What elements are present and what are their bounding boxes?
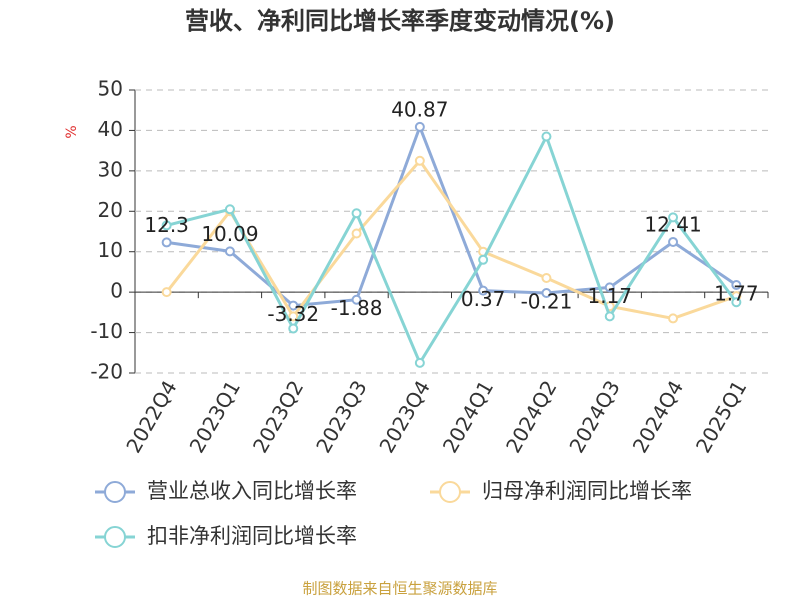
data-label: 10.09 <box>201 222 258 246</box>
y-tick-label: 40 <box>98 117 123 141</box>
chart-title: 营收、净利同比增长率季度变动情况(%) <box>185 7 615 35</box>
point <box>668 236 679 247</box>
x-tick-label: 2024Q1 <box>438 376 498 457</box>
data-label: -0.21 <box>521 289 573 313</box>
point <box>414 357 425 368</box>
point <box>541 131 552 142</box>
y-tick-label: -20 <box>90 360 123 384</box>
point <box>351 228 362 239</box>
legend-marker <box>439 481 461 503</box>
legend-label: 归母净利润同比增长率 <box>482 479 692 503</box>
series-line <box>166 132 738 367</box>
legend-marker <box>104 526 126 548</box>
y-tick-label: 20 <box>98 198 123 222</box>
point <box>351 208 362 219</box>
point <box>288 311 299 322</box>
point <box>288 300 299 311</box>
legend-marker <box>104 481 126 503</box>
point <box>224 204 235 215</box>
point <box>288 323 299 334</box>
point <box>414 121 425 132</box>
x-tick-label: 2023Q2 <box>248 376 308 457</box>
x-tick-label: 2025Q1 <box>691 376 751 457</box>
x-tick-label: 2024Q4 <box>628 376 688 457</box>
point <box>161 287 172 298</box>
data-label: 12.3 <box>144 213 189 237</box>
point <box>731 297 742 308</box>
point <box>224 246 235 257</box>
data-label: -3.32 <box>267 302 319 326</box>
point <box>731 279 742 290</box>
data-label: 0.37 <box>461 287 506 311</box>
y-tick-label: 50 <box>98 77 123 101</box>
point <box>414 155 425 166</box>
data-label: 40.87 <box>391 97 448 121</box>
data-label: -1.88 <box>331 296 383 320</box>
y-tick-label: 0 <box>110 279 123 303</box>
point <box>161 220 172 231</box>
x-tick-label: 2023Q3 <box>311 376 371 457</box>
x-tick-label: 2023Q1 <box>185 376 245 457</box>
point <box>541 272 552 283</box>
point <box>161 237 172 248</box>
point <box>604 311 615 322</box>
x-tick-label: 2024Q3 <box>564 376 624 457</box>
x-tick-label: 2022Q4 <box>121 376 181 457</box>
point <box>478 254 489 265</box>
point <box>668 313 679 324</box>
y-tick-label: 30 <box>98 157 123 181</box>
legend-label: 营业总收入同比增长率 <box>147 479 357 503</box>
y-tick-label: 10 <box>98 238 123 262</box>
data-label: 1.77 <box>714 281 759 305</box>
point <box>668 212 679 223</box>
point <box>604 282 615 293</box>
source-note: 制图数据来自恒生聚源数据库 <box>302 580 497 598</box>
series-line <box>165 158 737 320</box>
y-axis-label: % <box>64 125 80 138</box>
point <box>478 285 489 296</box>
point <box>541 287 552 298</box>
x-tick-label: 2023Q4 <box>374 376 434 457</box>
legend-label: 扣非净利润同比增长率 <box>147 524 357 548</box>
x-tick-label: 2024Q2 <box>501 376 561 457</box>
data-label: 12.41 <box>644 212 701 236</box>
y-tick-label: -10 <box>90 319 123 343</box>
data-label: 1.17 <box>587 284 632 308</box>
point <box>351 294 362 305</box>
